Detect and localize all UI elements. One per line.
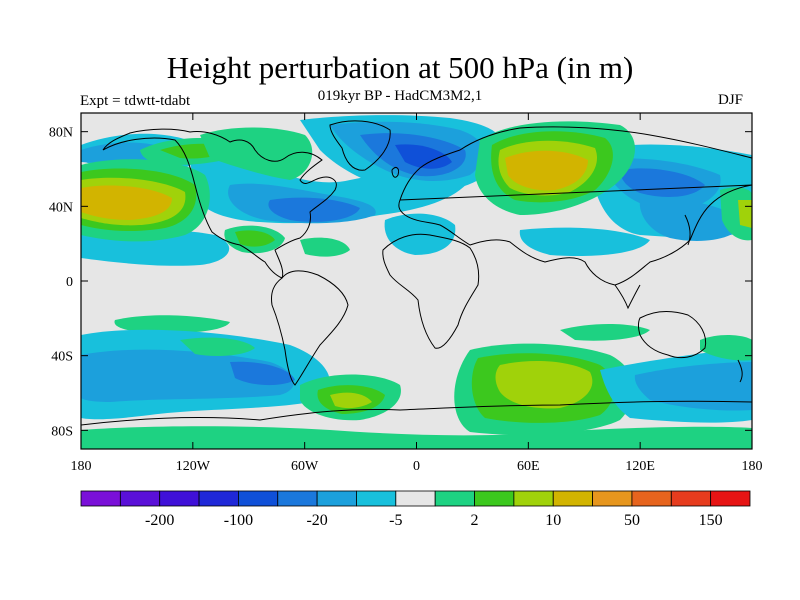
lon-tick-label: 120E — [625, 459, 655, 474]
colorbar-swatch — [119, 490, 161, 507]
season-label: DJF — [718, 92, 744, 108]
coastline-australia — [638, 311, 707, 359]
colorbar-label: 50 — [624, 512, 640, 529]
contour-pos-south-pacific-strip — [114, 315, 230, 334]
coastline-eurasia — [398, 126, 752, 286]
contour-pos-tasman — [700, 335, 752, 361]
coastline-antarctica — [81, 400, 752, 426]
contour-pos-eurasia-peak — [505, 150, 588, 191]
lon-tick-label: 0 — [413, 459, 420, 474]
colorbar-label: -100 — [224, 512, 253, 529]
lon-tick-label: 60W — [291, 459, 319, 474]
colorbar-swatch — [159, 490, 200, 507]
longitude-ticks: 180 120W 60W 0 60E 120E 180 — [71, 113, 763, 474]
colorbar-swatch — [238, 490, 279, 507]
colorbar-swatch — [316, 490, 357, 507]
coastlines — [81, 120, 752, 426]
colorbar-label: -20 — [306, 512, 327, 529]
contour-pos-atlantic-east — [300, 237, 350, 257]
colorbar-swatch — [592, 490, 633, 507]
coastline-japan — [684, 214, 691, 246]
latitude-ticks: 80N 40N 0 40S 80S — [49, 126, 752, 439]
chart-subtitle: 019kyr BP - HadCM3M2,1 — [317, 88, 483, 104]
colorbar-swatch — [670, 490, 712, 507]
contour-neg-south-pacific-core — [230, 361, 295, 386]
contour-pos-south-indian-strip — [560, 324, 650, 341]
coastline-north-america — [102, 128, 337, 279]
lon-tick-label: 120W — [176, 459, 211, 474]
contour-neg-arctic-deep — [395, 144, 452, 169]
contour-pos-southern-ocean-core — [495, 360, 593, 409]
lon-tick-label: 180 — [71, 459, 92, 474]
contour-pos-north-pacific-peak — [81, 185, 172, 220]
coastline-africa — [382, 233, 480, 349]
lon-tick-label: 60E — [517, 459, 540, 474]
colorbar-label: 10 — [545, 512, 561, 529]
contour-neg-atlantic-core — [268, 197, 360, 222]
lat-tick-label: 0 — [66, 275, 73, 290]
contour-neg-east-asia-band — [519, 227, 650, 257]
colorbar-swatch — [474, 490, 515, 507]
coastline-south-america — [271, 270, 349, 386]
contour-neg-west-pacific — [639, 198, 745, 241]
lat-tick-label: 40S — [51, 350, 73, 365]
colorbar-labels: -200 -100 -20 -5 2 10 50 150 — [145, 512, 723, 529]
colorbar-swatch — [356, 490, 397, 507]
colorbar-swatch — [710, 490, 751, 507]
colorbar-swatch — [277, 490, 318, 507]
contour-pos-south-atlantic-core — [330, 392, 372, 409]
colorbar-swatch — [552, 490, 593, 507]
colorbar-swatch — [631, 490, 672, 507]
experiment-label: Expt = tdwtt-tdabt — [80, 93, 191, 109]
lat-tick-label: 80S — [51, 424, 73, 439]
colorbar-swatch — [434, 490, 475, 507]
colorbar-swatch — [80, 490, 121, 507]
lat-tick-label: 80N — [49, 126, 73, 141]
coastline-new-zealand — [737, 359, 743, 383]
lon-tick-label: 180 — [742, 459, 763, 474]
colorbar-swatch — [198, 490, 239, 507]
lat-tick-label: 40N — [49, 200, 73, 215]
colorbar — [80, 490, 751, 507]
colorbar-swatch — [513, 490, 554, 507]
contour-pos-east-pacific-edge-core — [738, 200, 752, 228]
contour-neg-antarctic — [81, 426, 752, 449]
colorbar-label: -200 — [145, 512, 174, 529]
colorbar-swatch — [395, 490, 436, 507]
colorbar-label: 150 — [699, 512, 723, 529]
chart-title: Height perturbation at 500 hPa (in m) — [166, 50, 634, 85]
contour-pos-gulf-core — [235, 230, 275, 247]
colorbar-label: -5 — [389, 512, 402, 529]
coastline-greenland — [329, 120, 391, 171]
coastline-uk — [391, 167, 399, 178]
coastline-indochina — [614, 284, 641, 310]
contour-pos-south-pacific-inner — [180, 337, 255, 356]
colorbar-label: 2 — [471, 512, 479, 529]
contour-field — [81, 113, 752, 449]
contour-neg-southern-ocean-east-mid — [634, 362, 752, 411]
